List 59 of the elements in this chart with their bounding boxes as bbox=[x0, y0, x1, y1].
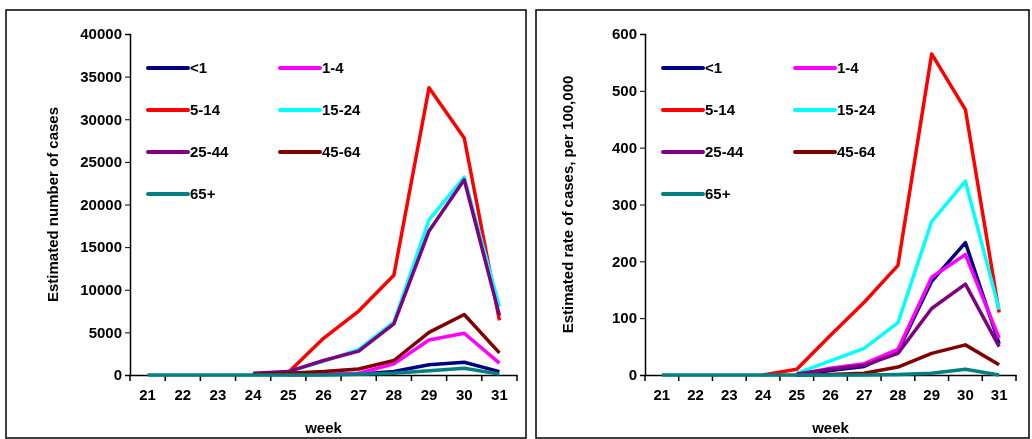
legend-label: 5-14 bbox=[190, 101, 221, 118]
y-tick-label: 35000 bbox=[80, 67, 122, 85]
x-tick-label: 22 bbox=[687, 385, 704, 403]
legend-label: 1-4 bbox=[322, 59, 345, 76]
x-tick-label: 26 bbox=[822, 385, 839, 403]
line-series bbox=[795, 179, 1001, 376]
x-tick-label: 26 bbox=[315, 385, 332, 403]
x-axis-title: week bbox=[304, 419, 343, 436]
y-tick-label: 40000 bbox=[80, 25, 122, 43]
y-tick-label: 500 bbox=[611, 82, 637, 100]
y-tick-label: 15000 bbox=[80, 238, 122, 256]
legend-label: 15-24 bbox=[322, 101, 362, 118]
x-tick-label: 29 bbox=[420, 385, 438, 403]
x-tick-label: 25 bbox=[788, 385, 806, 403]
x-tick-label: 27 bbox=[350, 385, 368, 403]
y-tick-label: 600 bbox=[611, 25, 637, 43]
x-tick-label: 27 bbox=[855, 385, 873, 403]
legend-label: 65+ bbox=[190, 185, 216, 202]
legend-label: <1 bbox=[705, 59, 723, 76]
y-tick-label: 0 bbox=[113, 366, 122, 384]
y-axis-title: Estimated rate of cases, per 100,000 bbox=[559, 75, 576, 334]
x-tick-label: 25 bbox=[279, 385, 297, 403]
y-tick-label: 200 bbox=[611, 252, 637, 270]
x-tick-label: 29 bbox=[923, 385, 941, 403]
x-tick-label: 30 bbox=[455, 385, 473, 403]
y-tick-label: 100 bbox=[611, 309, 637, 327]
y-tick-label: 25000 bbox=[80, 153, 122, 171]
legend-label: 5-14 bbox=[705, 101, 736, 118]
legend-label: 15-24 bbox=[837, 101, 877, 118]
line-series bbox=[795, 282, 1001, 376]
legend-label: 25-44 bbox=[190, 143, 230, 160]
y-tick-label: 10000 bbox=[80, 281, 122, 299]
y-tick-label: 30000 bbox=[80, 110, 122, 128]
y-tick-label: 400 bbox=[611, 138, 637, 156]
x-tick-label: 23 bbox=[209, 385, 227, 403]
x-tick-label: 21 bbox=[139, 385, 156, 403]
line-series bbox=[145, 366, 502, 377]
x-tick-label: 21 bbox=[653, 385, 671, 403]
legend-label: 45-64 bbox=[322, 143, 362, 160]
x-tick-label: 24 bbox=[244, 385, 263, 403]
x-tick-label: 28 bbox=[889, 385, 907, 403]
x-axis-title: week bbox=[811, 419, 850, 436]
x-tick-label: 22 bbox=[174, 385, 192, 403]
y-tick-label: 5000 bbox=[88, 323, 122, 341]
x-tick-label: 30 bbox=[957, 385, 974, 403]
y-tick-label: 300 bbox=[611, 195, 637, 213]
x-tick-label: 23 bbox=[720, 385, 738, 403]
legend-label: 45-64 bbox=[837, 143, 877, 160]
y-axis-title: Estimated number of cases bbox=[44, 106, 61, 303]
y-tick-label: 0 bbox=[628, 366, 637, 384]
legend-label: 65+ bbox=[705, 185, 731, 202]
x-tick-label: 31 bbox=[990, 385, 1008, 403]
x-tick-label: 24 bbox=[754, 385, 773, 403]
legend-label: 25-44 bbox=[705, 143, 745, 160]
x-tick-label: 31 bbox=[491, 385, 508, 403]
y-tick-label: 20000 bbox=[80, 195, 122, 213]
legend-label: 1-4 bbox=[837, 59, 860, 76]
x-tick-label: 28 bbox=[385, 385, 403, 403]
legend-label: <1 bbox=[190, 59, 208, 76]
